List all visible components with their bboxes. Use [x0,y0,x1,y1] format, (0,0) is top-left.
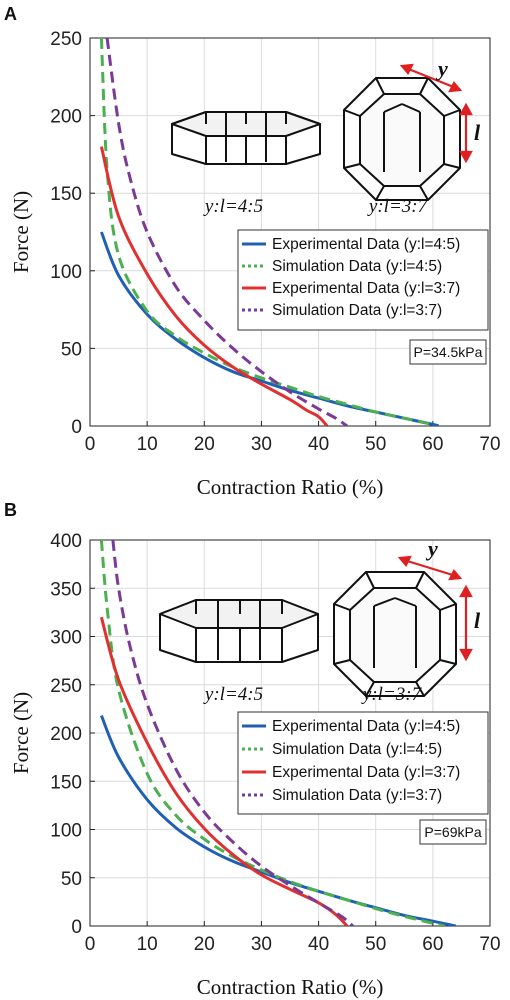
x-tick-label-a: 0 [85,434,96,455]
y-tick-label-a: 50 [61,339,82,360]
x-tick-label-b: 60 [422,934,443,955]
legend-b: Experimental Data (y:l=4:5) Simulation Da… [237,711,489,815]
y-tick-label-a: 0 [71,417,82,438]
actuator-drawing-tall [343,77,461,201]
dim-label-y-b: y [425,536,438,561]
dim-label-l-b: l [474,608,481,633]
dim-label-l-a: l [474,120,481,145]
dim-label-y-a: y [435,56,448,81]
y-axis-label-a: Force (N) [9,191,33,273]
ratio-label-tall-b: y:l=3:7 [361,684,423,705]
x-axis-label-a: Contraction Ratio (%) [197,475,384,499]
y-tick-label-b: 50 [61,869,82,890]
legend-label-b-2: Simulation Data (y:l=4:5) [272,741,442,758]
legend-label-b-4: Simulation Data (y:l=3:7) [272,787,442,804]
series-line-a-4 [105,38,348,426]
ratio-label-wide-a: y:l=4:5 [203,196,263,217]
ratio-label-wide-b: y:l=4:5 [203,684,263,705]
x-tick-label-b: 50 [365,934,386,955]
plot-frame-a [89,37,491,427]
legend-label-a-1: Experimental Data (y:l=4:5) [272,236,460,253]
legend-label-b-1: Experimental Data (y:l=4:5) [272,718,460,735]
x-tick-label-b: 0 [85,934,96,955]
x-tick-label-a: 70 [479,434,500,455]
y-tick-label-a: 150 [50,184,82,205]
y-axis-label-b: Force (N) [9,692,33,774]
x-tick-label-b: 30 [251,934,272,955]
x-tick-label-a: 30 [251,434,272,455]
dimension-arrows-a [399,63,473,164]
pressure-box-b [419,819,487,845]
legend-a: Experimental Data (y:l=4:5) Simulation Da… [237,229,489,331]
y-tick-label-b: 350 [50,579,82,600]
ratio-label-tall-a: y:l=3:7 [367,196,429,217]
y-tick-label-b: 150 [50,772,82,793]
x-tick-label-b: 70 [479,934,500,955]
pressure-label-b: P=69kPa [424,824,481,840]
y-tick-label-b: 300 [50,628,82,649]
panel-label-a: A [4,4,17,24]
x-tick-label-a: 10 [137,434,158,455]
actuator-drawing-wide [171,111,321,165]
y-tick-label-b: 100 [50,821,82,842]
x-tick-label-a: 50 [365,434,386,455]
series-line-b-4 [111,540,354,926]
x-tick-label-a: 60 [422,434,443,455]
y-tick-label-b: 0 [71,917,82,938]
x-tick-label-a: 20 [194,434,215,455]
y-tick-label-a: 250 [50,29,82,50]
y-tick-label-a: 200 [50,107,82,128]
y-tick-label-b: 250 [50,676,82,697]
legend-label-a-3: Experimental Data (y:l=3:7) [272,280,460,297]
series-line-a-2 [99,38,434,426]
x-tick-label-b: 40 [308,934,329,955]
legend-label-a-2: Simulation Data (y:l=4:5) [272,258,442,275]
x-axis-label-b: Contraction Ratio (%) [197,975,384,999]
actuator-drawing-tall [333,571,457,697]
pressure-box-a [409,339,487,365]
y-tick-label-b: 200 [50,724,82,745]
y-tick-label-b: 400 [50,531,82,552]
x-tick-label-b: 20 [194,934,215,955]
series-line-a-3 [99,146,329,426]
dimension-arrows-b [397,555,473,662]
panel-a: A 0 10 20 30 40 50 60 70 0 50 100 150 200 250 Contrac… [4,4,501,499]
actuator-drawing-wide [159,599,319,663]
legend-label-a-4: Simulation Data (y:l=3:7) [272,302,442,319]
panel-b: B 0 10 20 30 40 50 60 70 0 50 100 150 200 250 300 350 40… [4,500,501,999]
pressure-label-a: P=34.5kPa [414,344,483,360]
legend-label-b-3: Experimental Data (y:l=3:7) [272,764,460,781]
x-tick-label-b: 10 [137,934,158,955]
y-tick-label-a: 100 [50,262,82,283]
panel-label-b: B [4,500,17,520]
x-tick-label-a: 40 [308,434,329,455]
